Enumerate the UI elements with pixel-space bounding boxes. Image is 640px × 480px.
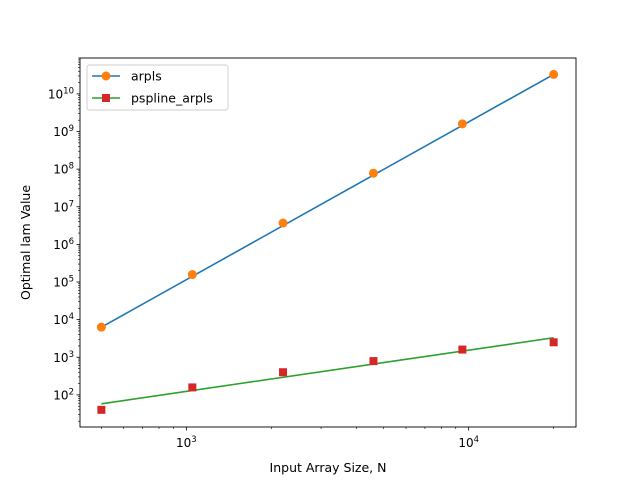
y-tick-label-exponent: 8 [69,162,74,172]
data-point-pspline_arpls [458,345,467,354]
legend-box [86,64,229,111]
y-tick-label-base: 10 [53,200,68,214]
data-point-pspline_arpls [188,383,197,392]
legend-entry-pspline_arpls: pspline_arpls [92,91,213,106]
legend-marker [102,94,110,102]
y-tick-label-exponent: 2 [69,387,74,397]
y-tick-label: 103 [53,350,74,365]
y-tick-label-exponent: 4 [69,312,74,322]
y-tick-label-exponent: 7 [69,199,74,209]
y-tick-label: 104 [53,312,74,327]
series-line-pspline_arpls [101,336,554,405]
series-layer [96,69,559,414]
y-tick-label-base: 10 [53,388,68,402]
y-tick-label-base: 10 [53,351,68,365]
y-tick-label-base: 10 [53,313,68,327]
data-point-arpls [368,168,378,178]
series-arpls [96,69,559,332]
data-point-arpls [278,218,288,228]
y-tick-label: 109 [53,124,74,139]
x-tick-label: 103 [176,435,197,450]
data-point-pspline_arpls [97,405,106,414]
y-tick-label-base: 10 [48,87,63,101]
y-tick-label: 102 [53,387,74,402]
data-point-arpls [457,119,467,129]
y-tick-label: 108 [53,162,74,177]
y-tick-label-exponent: 10 [63,86,74,96]
y-tick-label-exponent: 9 [69,124,74,134]
data-point-arpls [96,322,106,332]
data-point-pspline_arpls [369,357,378,366]
data-point-pspline_arpls [549,338,558,347]
x-tick-label-base: 10 [176,436,191,450]
x-tick-label-base: 10 [458,436,473,450]
y-tick-label: 106 [53,237,74,252]
series-line-arpls [100,73,555,328]
y-tick-label-base: 10 [53,163,68,177]
y-tick-label-base: 10 [53,238,68,252]
y-tick-label: 1010 [48,86,74,101]
legend-marker [101,71,111,81]
data-point-arpls [549,69,559,79]
y-axis-label: Optimal lam Value [18,185,33,300]
y-tick-label-exponent: 6 [69,237,74,247]
plot-frame [79,57,577,428]
data-point-pspline_arpls [279,368,288,377]
y-tick-label: 105 [53,275,74,290]
x-tick-label-exponent: 4 [474,435,479,445]
y-tick-label-exponent: 3 [69,350,74,360]
series-pspline_arpls [97,336,558,414]
legend-label: arpls [131,69,162,84]
y-tick-label: 107 [53,199,74,214]
y-tick-label-base: 10 [53,125,68,139]
data-point-arpls [187,270,197,280]
legend-entry-arpls: arpls [92,69,162,84]
x-axis-label: Input Array Size, N [270,460,387,475]
x-tick-label-exponent: 3 [191,435,196,445]
legend-label: pspline_arpls [131,91,213,106]
x-tick-label: 104 [458,435,479,450]
y-tick-label-exponent: 5 [69,275,74,285]
legend: arpls pspline_arpls [86,64,229,111]
y-tick-label-base: 10 [53,276,68,290]
